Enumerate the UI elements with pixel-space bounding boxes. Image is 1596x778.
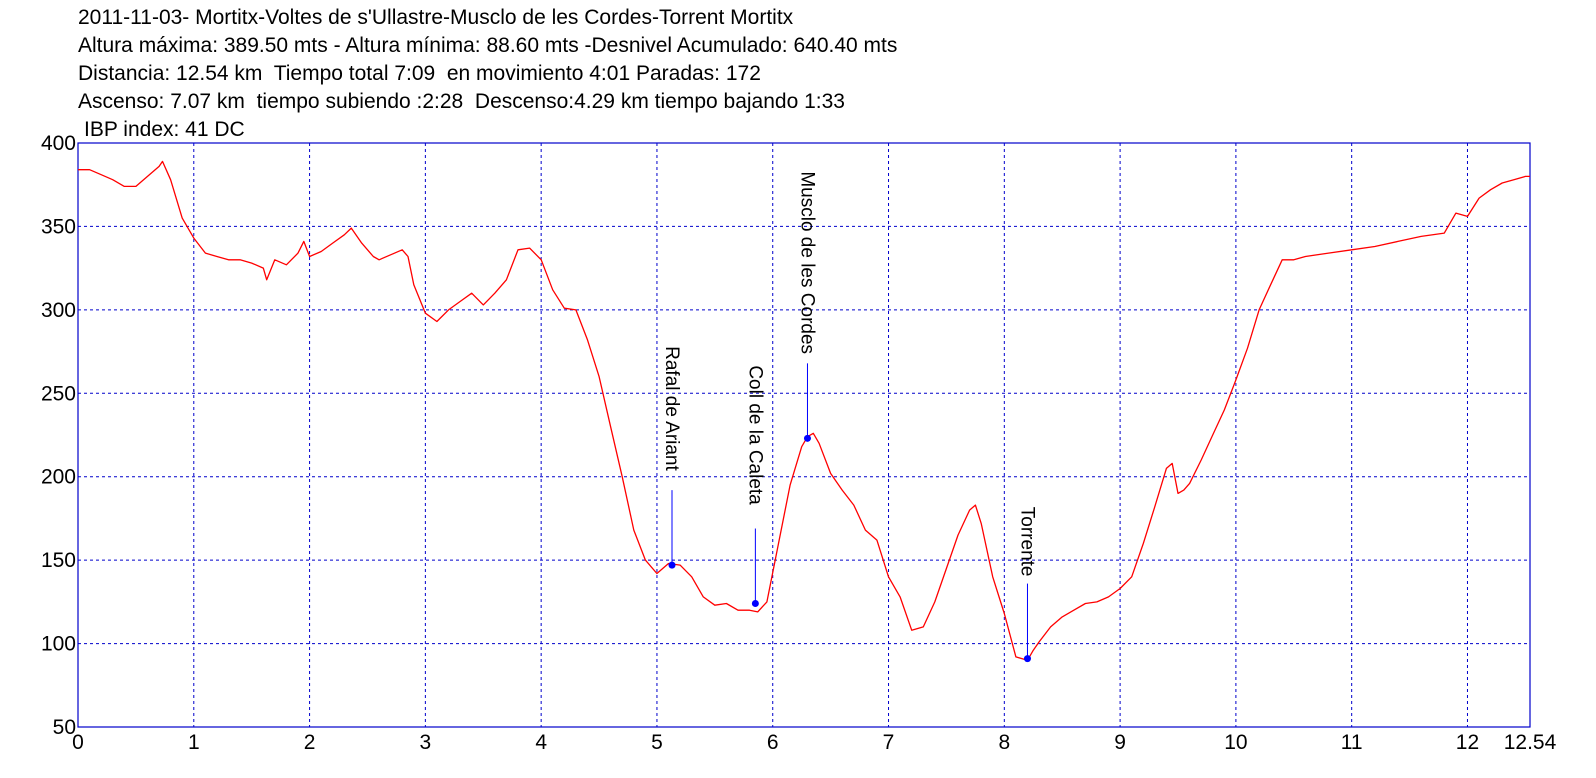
track-title: 2011-11-03- Mortitx-Voltes de s'Ullastre… <box>78 6 794 29</box>
x-tick-label: 4 <box>535 731 547 754</box>
x-tick-label: 5 <box>651 731 663 754</box>
y-tick-label: 300 <box>41 299 76 322</box>
y-tick-label: 150 <box>41 549 76 572</box>
annotation-marker <box>668 561 676 569</box>
y-tick-label: 50 <box>53 716 76 739</box>
x-tick-label: 12 <box>1456 731 1479 754</box>
altitude-summary: Altura máxima: 389.50 mts - Altura mínim… <box>78 34 898 57</box>
x-tick-label: 6 <box>767 731 779 754</box>
x-tick-label: 1 <box>188 731 200 754</box>
y-tick-label: 100 <box>41 633 76 656</box>
distance-time-summary: Distancia: 12.54 km Tiempo total 7:09 en… <box>78 62 761 85</box>
y-tick-label: 350 <box>41 215 76 238</box>
x-tick-label: 2 <box>304 731 316 754</box>
track-info: 2011-11-03- Mortitx-Voltes de s'Ullastre… <box>78 4 897 144</box>
y-tick-label: 250 <box>41 382 76 405</box>
x-tick-label: 10 <box>1224 731 1247 754</box>
x-tick-label: 0 <box>72 731 84 754</box>
annotation-label: Rafal de Ariant <box>661 346 682 471</box>
annotation-label: Torrente <box>1016 507 1037 577</box>
annotation-marker <box>803 434 811 442</box>
x-tick-label: 7 <box>883 731 895 754</box>
plot-frame <box>77 142 1531 728</box>
ibp-index: IBP index: 41 DC <box>84 118 245 141</box>
annotation-marker <box>1023 655 1031 663</box>
elevation-line <box>78 160 1530 661</box>
x-tick-label: 3 <box>420 731 432 754</box>
ascent-descent-summary: Ascenso: 7.07 km tiempo subiendo :2:28 D… <box>78 90 845 113</box>
x-tick-label: 9 <box>1114 731 1126 754</box>
annotation-label: Coll de la Caleta <box>744 365 765 505</box>
annotation-label: Musclo de les Cordes <box>796 171 817 354</box>
y-tick-label: 200 <box>41 466 76 489</box>
annotation-marker <box>751 600 759 608</box>
x-tick-label-end: 12.54 <box>1504 731 1557 754</box>
y-tick-label: 400 <box>41 132 76 155</box>
x-tick-label: 11 <box>1341 731 1363 754</box>
x-tick-label: 8 <box>998 731 1010 754</box>
